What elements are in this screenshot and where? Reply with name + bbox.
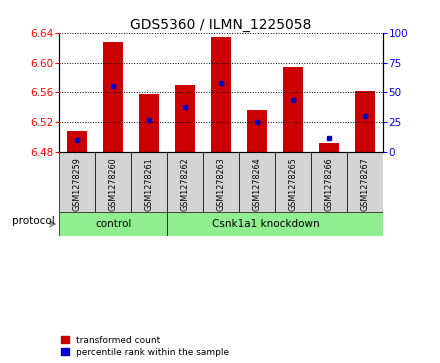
Text: control: control: [95, 219, 132, 229]
Text: GSM1278263: GSM1278263: [216, 157, 226, 211]
Bar: [283, 67, 303, 152]
Bar: [347, 152, 383, 212]
Text: protocol: protocol: [12, 216, 55, 226]
Bar: [175, 85, 195, 152]
Bar: [67, 131, 87, 152]
Text: GSM1278260: GSM1278260: [109, 157, 118, 211]
Text: GSM1278265: GSM1278265: [289, 157, 297, 211]
Text: GSM1278264: GSM1278264: [253, 157, 261, 211]
Bar: [319, 143, 339, 152]
Bar: [103, 42, 123, 152]
Text: GSM1278261: GSM1278261: [145, 157, 154, 211]
Bar: [239, 152, 275, 212]
Text: Csnk1a1 knockdown: Csnk1a1 knockdown: [212, 219, 320, 229]
Bar: [211, 37, 231, 152]
Bar: [139, 94, 159, 152]
Title: GDS5360 / ILMN_1225058: GDS5360 / ILMN_1225058: [130, 18, 312, 32]
Text: GSM1278267: GSM1278267: [360, 157, 369, 211]
Text: GSM1278262: GSM1278262: [181, 157, 190, 211]
Bar: [59, 152, 95, 212]
Bar: [167, 212, 383, 236]
Bar: [131, 152, 167, 212]
Bar: [355, 91, 375, 152]
Legend: transformed count, percentile rank within the sample: transformed count, percentile rank withi…: [59, 334, 231, 359]
Bar: [59, 212, 167, 236]
Bar: [247, 110, 267, 152]
Text: GSM1278259: GSM1278259: [73, 157, 82, 211]
Bar: [167, 152, 203, 212]
Bar: [275, 152, 311, 212]
Text: GSM1278266: GSM1278266: [324, 157, 334, 211]
Bar: [95, 152, 131, 212]
Bar: [311, 152, 347, 212]
Bar: [203, 152, 239, 212]
